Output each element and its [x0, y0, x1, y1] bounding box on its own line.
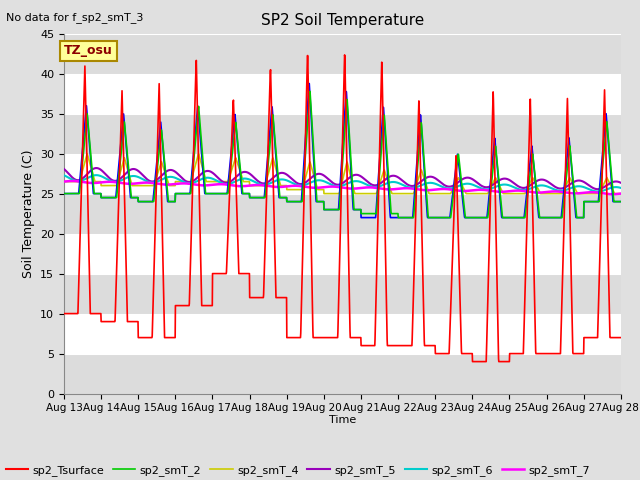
Bar: [64, 354, 621, 394]
X-axis label: Time: Time: [329, 415, 356, 425]
Bar: [64, 154, 621, 193]
Bar: [64, 313, 621, 354]
Bar: [64, 193, 621, 234]
Bar: [64, 234, 621, 274]
Text: No data for f_sp2_smT_3: No data for f_sp2_smT_3: [6, 12, 144, 23]
Bar: [64, 114, 621, 154]
Text: TZ_osu: TZ_osu: [64, 44, 113, 58]
Bar: [64, 274, 621, 313]
Bar: [64, 73, 621, 114]
Y-axis label: Soil Temperature (C): Soil Temperature (C): [22, 149, 35, 278]
Bar: [64, 34, 621, 73]
Title: SP2 Soil Temperature: SP2 Soil Temperature: [260, 13, 424, 28]
Legend: sp2_Tsurface, sp2_smT_1, sp2_smT_2, sp2_smT_4, sp2_smT_5, sp2_smT_6, sp2_smT_7: sp2_Tsurface, sp2_smT_1, sp2_smT_2, sp2_…: [1, 460, 595, 480]
